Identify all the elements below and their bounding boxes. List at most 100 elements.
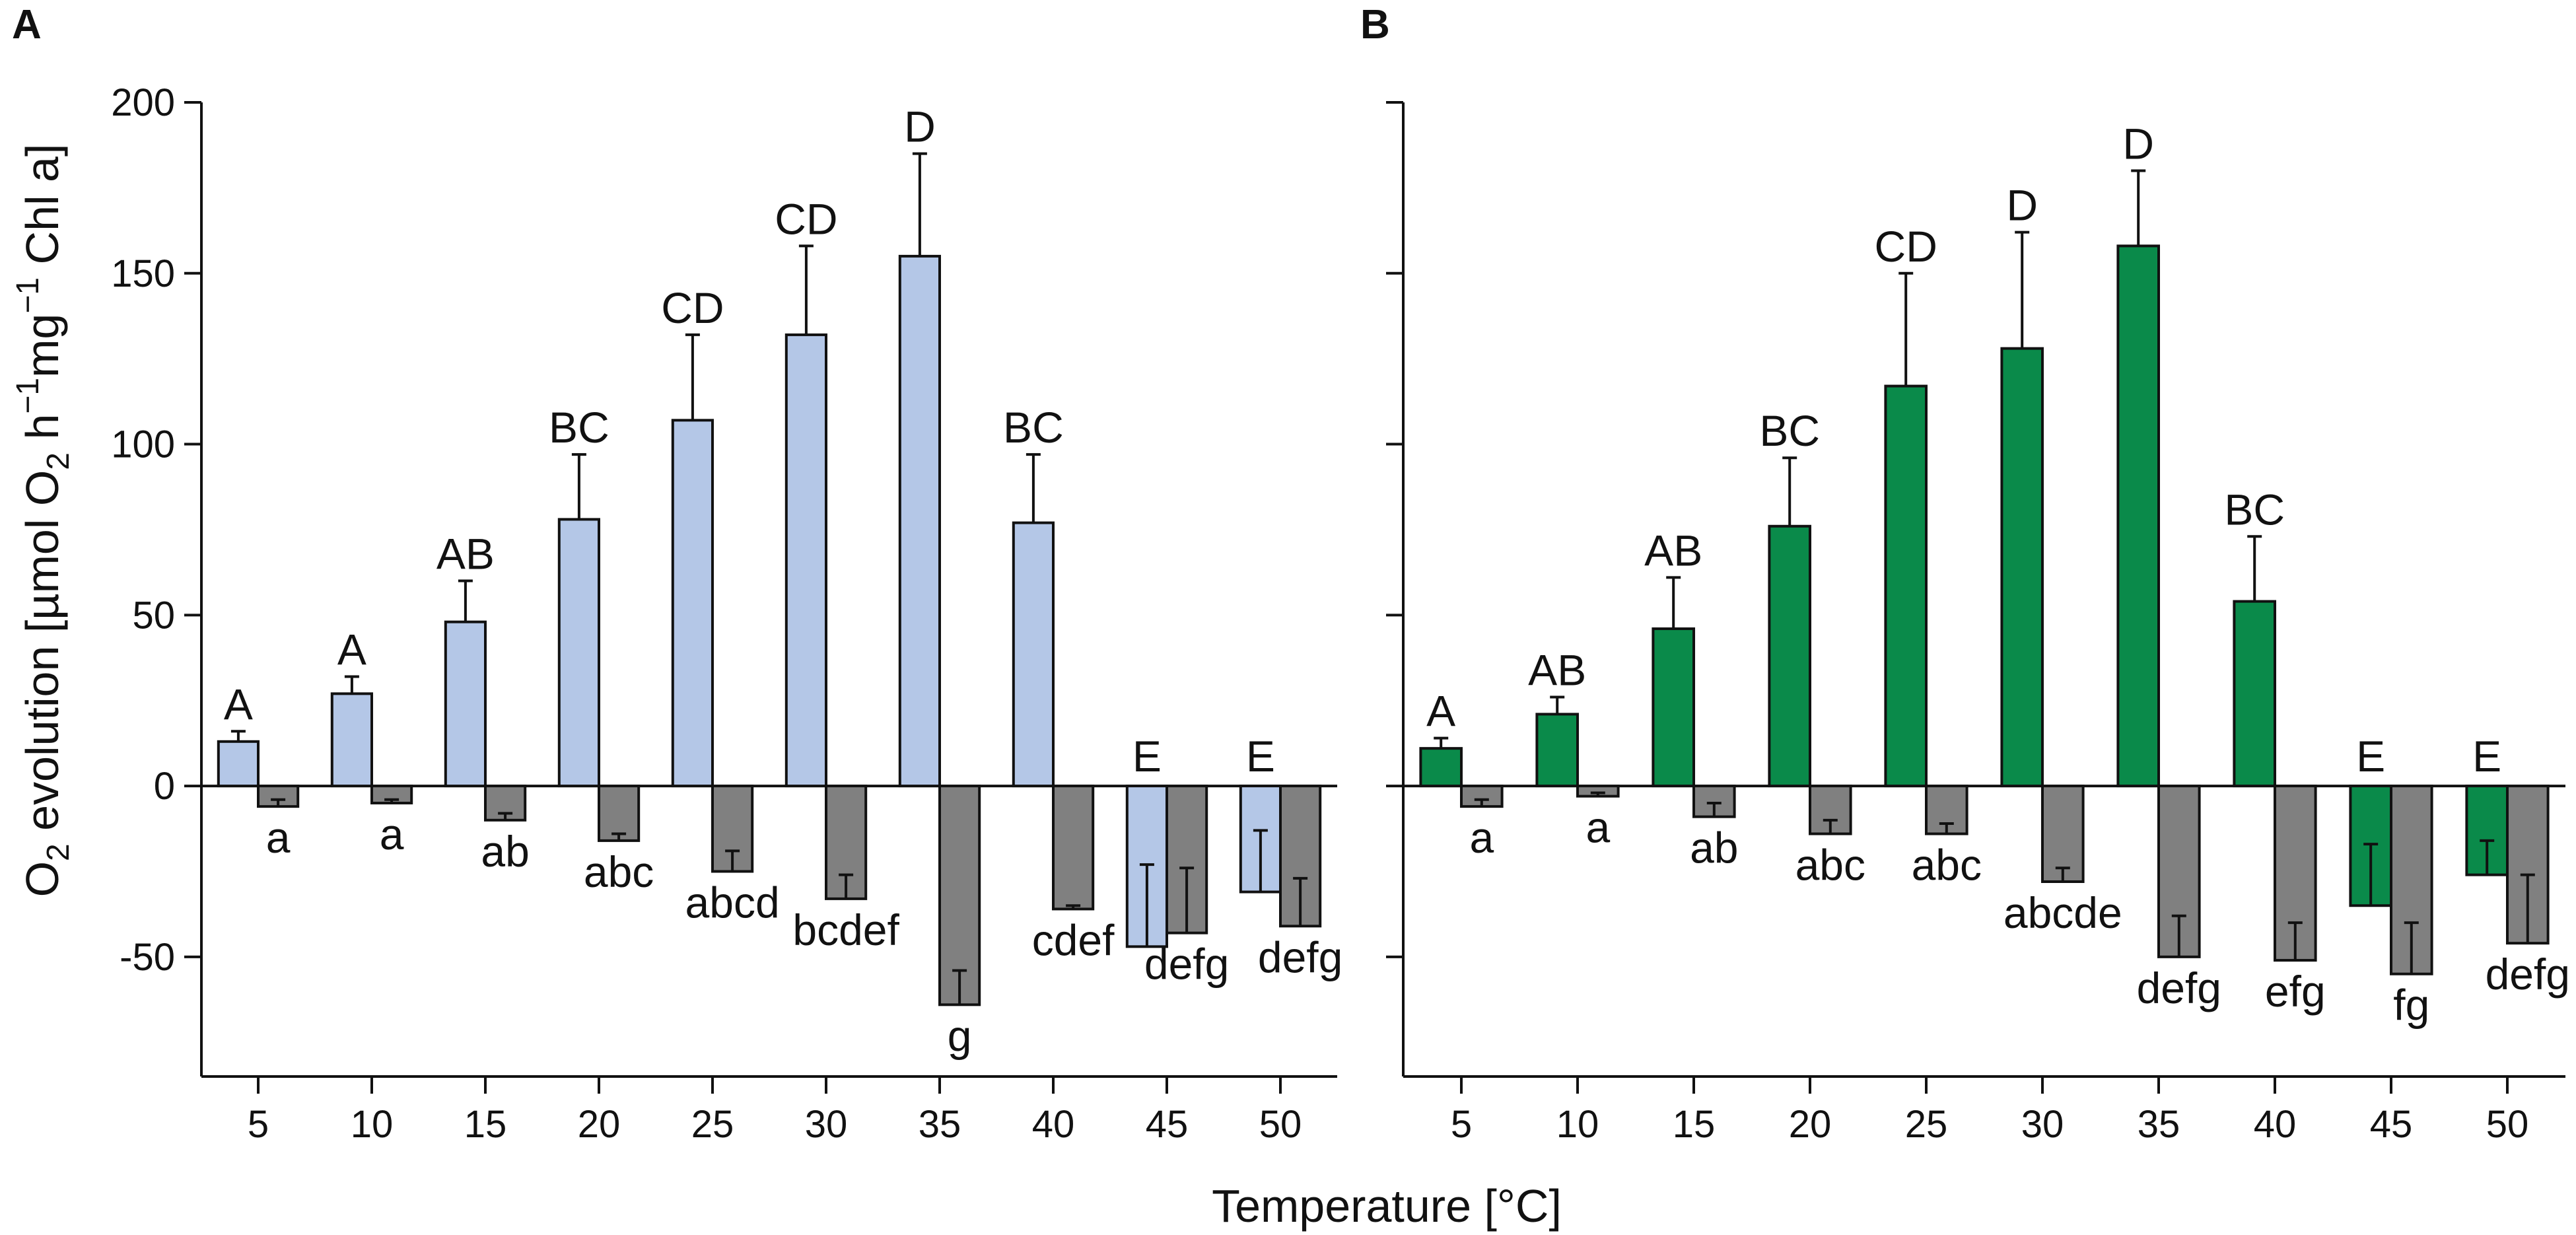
bar-photosynthesis bbox=[1012, 521, 1055, 788]
panel-label: B bbox=[1360, 2, 1390, 48]
x-tick-label: 25 bbox=[691, 1103, 734, 1146]
significance-label: BC bbox=[2224, 485, 2285, 534]
bar-respiration bbox=[2041, 785, 2085, 884]
bar-photosynthesis bbox=[557, 518, 600, 788]
panel-A: A 200 150 100 50 0 -50 5 Aa 10 Aa 15 AB ab 20 BC abc 25 CD… bbox=[12, 2, 1342, 1146]
x-tick-label: 30 bbox=[805, 1103, 848, 1146]
x-tick-label: 15 bbox=[464, 1103, 507, 1146]
significance-label: defg bbox=[1144, 940, 1229, 989]
significance-label: a bbox=[266, 813, 291, 862]
significance-label: g bbox=[948, 1011, 972, 1060]
y-axis-title-part: h bbox=[17, 414, 68, 452]
significance-label: AB bbox=[1528, 646, 1586, 695]
significance-label: defg bbox=[2137, 964, 2221, 1012]
significance-label: BC bbox=[1003, 403, 1064, 452]
significance-label: BC bbox=[549, 403, 609, 452]
significance-label: E bbox=[2356, 732, 2385, 781]
significance-label: abcde bbox=[2003, 888, 2122, 937]
x-tick-label: 40 bbox=[2254, 1103, 2297, 1146]
bar-photosynthesis bbox=[217, 740, 260, 788]
x-tick-label: 5 bbox=[1451, 1103, 1472, 1146]
bar-photosynthesis bbox=[1652, 627, 1695, 788]
significance-label: ab bbox=[481, 827, 529, 876]
x-tick-label: 25 bbox=[1905, 1103, 1948, 1146]
bar-photosynthesis bbox=[671, 419, 714, 788]
y-tick-label: 50 bbox=[132, 594, 175, 637]
significance-label: AB bbox=[1644, 526, 1702, 575]
x-tick-label: 50 bbox=[2486, 1103, 2529, 1146]
x-tick-label: 45 bbox=[2370, 1103, 2413, 1146]
x-tick-label: 20 bbox=[578, 1103, 621, 1146]
significance-label: E bbox=[1246, 732, 1275, 781]
significance-label: CD bbox=[661, 283, 724, 332]
bar-respiration bbox=[938, 785, 981, 1006]
bar-respiration bbox=[1692, 785, 1736, 818]
y-axis-title-part: mg bbox=[17, 314, 68, 378]
significance-label: ab bbox=[1690, 824, 1738, 872]
panel-label: A bbox=[12, 2, 42, 48]
bar-photosynthesis bbox=[898, 254, 942, 788]
y-tick-label: 150 bbox=[111, 252, 175, 295]
x-tick-label: 35 bbox=[2138, 1103, 2180, 1146]
bar-photosynthesis bbox=[444, 620, 487, 788]
x-tick-label: 5 bbox=[248, 1103, 269, 1146]
y-axis-title-part: evolution [µmol O bbox=[17, 470, 68, 844]
x-tick-label: 15 bbox=[1673, 1103, 1716, 1146]
x-tick-label: 50 bbox=[1259, 1103, 1302, 1146]
significance-label: fg bbox=[2393, 981, 2429, 1030]
bar-photosynthesis bbox=[2233, 600, 2276, 788]
significance-label: CD bbox=[775, 194, 837, 243]
significance-label: D bbox=[2122, 120, 2154, 168]
x-tick-label: 10 bbox=[1556, 1103, 1599, 1146]
bar-photosynthesis bbox=[330, 692, 373, 788]
y-axis-title-part: O bbox=[17, 861, 68, 897]
y-axis-title-part: 2 bbox=[41, 452, 76, 470]
significance-label: abc bbox=[584, 847, 654, 896]
y-axis-title-part: 2 bbox=[41, 843, 76, 861]
bar-respiration bbox=[2390, 785, 2433, 975]
x-tick-label: 20 bbox=[1789, 1103, 1832, 1146]
significance-label: D bbox=[904, 102, 936, 151]
significance-label: efg bbox=[2265, 967, 2326, 1016]
bar-photosynthesis bbox=[1884, 384, 1928, 788]
y-tick-label: 100 bbox=[111, 423, 175, 466]
significance-label: defg bbox=[2486, 950, 2570, 999]
significance-label: a bbox=[1585, 803, 1610, 852]
x-tick-label: 40 bbox=[1032, 1103, 1075, 1146]
x-axis-title: Temperature [°C] bbox=[1212, 1180, 1562, 1232]
significance-label: AB bbox=[436, 530, 495, 579]
significance-label: D bbox=[2006, 181, 2038, 230]
significance-label: E bbox=[1132, 732, 1162, 781]
significance-label: abc bbox=[1795, 841, 1865, 890]
bar-photosynthesis bbox=[2116, 244, 2160, 788]
significance-label: a bbox=[380, 810, 404, 859]
x-tick-label: 10 bbox=[351, 1103, 394, 1146]
significance-label: bcdef bbox=[792, 905, 899, 954]
bar-respiration bbox=[1052, 785, 1095, 911]
bar-respiration bbox=[1576, 785, 1620, 798]
y-tick-label: 200 bbox=[111, 81, 175, 124]
y-axis-title: O2 evolution [µmol O2 h−1mg−1 Chl a] bbox=[11, 144, 76, 898]
y-tick-label: -50 bbox=[120, 936, 175, 979]
bar-respiration bbox=[1809, 785, 1852, 835]
significance-label: cdef bbox=[1032, 915, 1115, 964]
significance-label: E bbox=[2472, 732, 2501, 781]
significance-label: abcd bbox=[685, 878, 780, 927]
y-axis-title-part: −1 bbox=[11, 378, 46, 414]
y-tick-label: 0 bbox=[154, 765, 175, 808]
bar-photosynthesis bbox=[1419, 747, 1463, 788]
bar-photosynthesis bbox=[1768, 524, 1811, 788]
significance-label: CD bbox=[1875, 222, 1937, 271]
y-axis-title-part: −1 bbox=[11, 277, 46, 314]
bar-photosynthesis bbox=[784, 333, 828, 788]
significance-label: defg bbox=[1258, 933, 1342, 981]
significance-label: A bbox=[224, 680, 253, 728]
x-tick-label: 35 bbox=[919, 1103, 961, 1146]
significance-label: BC bbox=[1759, 406, 1820, 455]
bar-photosynthesis bbox=[1535, 713, 1579, 788]
significance-label: A bbox=[337, 625, 366, 674]
x-tick-label: 45 bbox=[1146, 1103, 1189, 1146]
